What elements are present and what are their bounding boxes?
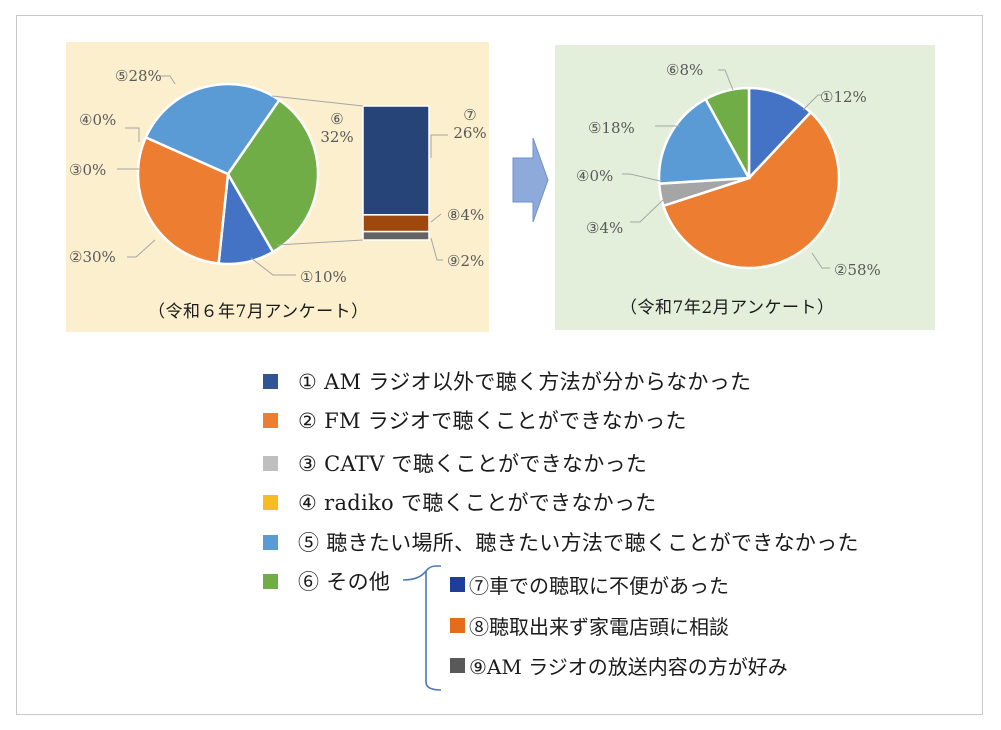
legend-label-4: ④ radiko で聴くことができなかった <box>298 491 657 515</box>
pie1-label-5: ⑤28% <box>115 67 162 85</box>
sublegend-brace <box>402 565 442 691</box>
pie2-leader-3 <box>630 197 666 223</box>
sublegend-item-8: ⑧聴取出来ず家電店頭に相談 <box>450 613 729 639</box>
breakdown-connector-top <box>271 95 364 107</box>
legend-item-6: ⑥ その他 <box>263 568 390 594</box>
breakdown-leader-2 <box>430 213 442 223</box>
legend-swatch-4 <box>263 494 278 510</box>
pie2-leader-4 <box>622 173 661 182</box>
pie1-label-4: ④0% <box>79 111 116 129</box>
legend-label-5: ⑤ 聴きたい場所、聴きたい方法で聴くことができなかった <box>298 531 859 555</box>
breakdown-leader-3 <box>430 237 443 261</box>
chart-caption-r6: （令和６年7月アンケート） <box>148 302 369 322</box>
breakdown-bar-segment-3 <box>362 230 430 241</box>
breakdown-bar-segment-2 <box>362 214 430 233</box>
pie1-leader-2 <box>127 239 156 258</box>
pie2-leader-2 <box>811 252 830 269</box>
pie1-leader-5 <box>160 75 176 85</box>
legend-label-3: ③ CATV で聴くことができなかった <box>298 452 648 476</box>
legend-swatch-3 <box>263 455 278 471</box>
sublegend-item-9: ⑨AM ラジオの放送内容の方が好み <box>450 653 788 679</box>
pie2-label-6: ⑥8% <box>666 61 703 79</box>
pie1-leader-1 <box>250 257 296 276</box>
pie2-leader-1 <box>802 94 822 111</box>
pie1-slice-6 <box>226 98 320 254</box>
sublegend-swatch-8 <box>450 617 465 633</box>
pie2-slice-6 <box>703 86 751 179</box>
legend-label-6: ⑥ その他 <box>298 570 391 594</box>
chart-caption-r7: （令和7年2月アンケート） <box>620 298 835 318</box>
sublegend-swatch-7 <box>450 576 465 592</box>
sublegend-label-8: ⑧聴取出来ず家電店頭に相談 <box>469 614 729 639</box>
legend-label-1: ① AM ラジオ以外で聴く方法が分からなかった <box>298 370 752 394</box>
breakdown-bar-segment-1 <box>362 105 430 216</box>
pie2-leader-6 <box>718 69 734 91</box>
pie1-label-1: ①10% <box>300 268 347 286</box>
breakdown-label-2: ⑧4% <box>447 206 484 224</box>
legend-swatch-1 <box>263 373 278 389</box>
sublegend-label-7: ⑦車での聴取に不便があった <box>469 573 729 598</box>
legend-label-2: ② FM ラジオで聴くことができなかった <box>298 409 687 433</box>
pie1-label-2: ②30% <box>69 248 116 266</box>
legend-swatch-5 <box>263 534 278 550</box>
breakdown-label-3: ⑨2% <box>447 252 484 270</box>
pie2-label-3: ③4% <box>586 219 623 237</box>
legend-item-3: ③ CATV で聴くことができなかった <box>263 450 647 476</box>
pie2-label-1: ①12% <box>820 88 867 106</box>
pie1-slice-2 <box>136 135 230 265</box>
legend-item-1: ① AM ラジオ以外で聴く方法が分からなかった <box>263 368 751 394</box>
pie2-label-2: ②58% <box>834 261 881 279</box>
sublegend-label-9: ⑨AM ラジオの放送内容の方が好み <box>469 654 788 679</box>
sublegend-item-7: ⑦車での聴取に不便があった <box>450 572 729 598</box>
legend-swatch-2 <box>263 412 278 428</box>
breakdown-label-1: ⑦ 26% <box>453 106 486 142</box>
transition-arrow <box>512 137 549 223</box>
pie2-slice-5 <box>657 97 752 185</box>
figure-frame <box>16 15 983 715</box>
legend-item-2: ② FM ラジオで聴くことができなかった <box>263 407 687 433</box>
pie1-leader-4 <box>125 127 140 142</box>
breakdown-leader-1 <box>430 134 448 158</box>
pie2-label-5: ⑤18% <box>588 119 635 137</box>
legend-item-5: ⑤ 聴きたい場所、聴きたい方法で聴くことができなかった <box>263 529 859 555</box>
sublegend-swatch-9 <box>450 657 465 673</box>
pie1-label-3: ③0% <box>69 161 106 179</box>
legend-swatch-6 <box>263 573 278 589</box>
pie1-slice-5 <box>144 82 282 176</box>
pie2-slice-1 <box>747 86 813 182</box>
pie2-label-4: ④0% <box>576 167 613 185</box>
pie2-slice-2 <box>661 110 841 270</box>
breakdown-connector-bottom <box>276 239 364 246</box>
pie1-label-6: ⑥ 32% <box>320 110 353 146</box>
legend-item-4: ④ radiko で聴くことができなかった <box>263 489 657 515</box>
